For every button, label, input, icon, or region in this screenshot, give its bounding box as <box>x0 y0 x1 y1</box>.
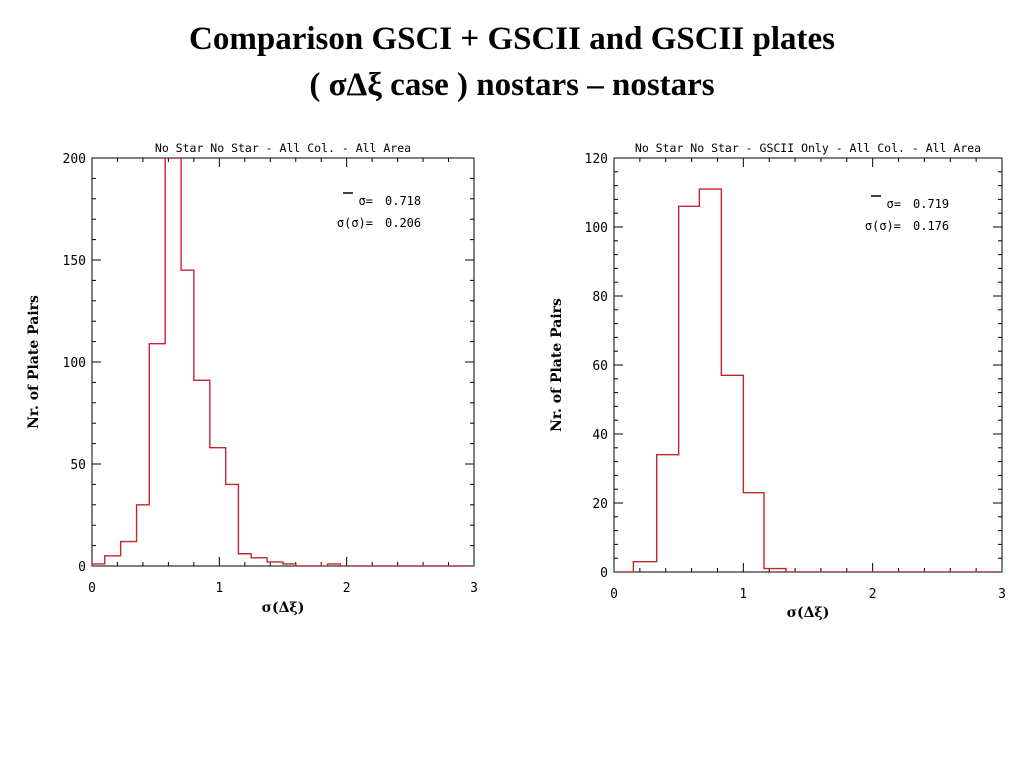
y-tick-label: 100 <box>63 356 86 371</box>
slide-title: Comparison GSCI + GSCII and GSCII plates… <box>0 16 1024 108</box>
x-tick-label: 1 <box>739 587 747 602</box>
x-tick-label: 0 <box>610 587 618 602</box>
histogram-bar <box>181 270 194 566</box>
chart-2: No Star No Star - GSCII Only - All Col. … <box>549 141 1006 621</box>
histogram-outline <box>614 188 1002 572</box>
y-tick-label: 60 <box>592 359 608 374</box>
stat-label: σ(σ)= <box>337 216 373 230</box>
y-tick-label: 50 <box>70 458 86 473</box>
histogram-bar <box>699 189 721 572</box>
y-tick-label: 200 <box>63 152 86 167</box>
stat-label: σ= <box>359 194 373 208</box>
plot-title: No Star No Star - GSCII Only - All Col. … <box>635 141 981 155</box>
x-tick-label: 0 <box>88 581 96 596</box>
histogram-bar <box>137 505 150 566</box>
x-tick-label: 3 <box>998 587 1006 602</box>
histogram-bar <box>721 375 743 572</box>
x-axis-label: σ(Δξ) <box>262 600 305 616</box>
y-tick-label: 0 <box>600 566 608 581</box>
y-tick-label: 80 <box>592 290 608 305</box>
histogram-bars <box>92 158 474 566</box>
histogram-bar <box>165 158 181 566</box>
chart-1: No Star No Star - All Col. - All Area 0 1 2… <box>26 141 478 616</box>
histogram-bar <box>194 380 210 566</box>
stat-label: σ= <box>887 197 901 211</box>
y-tick-label: 0 <box>78 560 86 575</box>
y-tick-label: 40 <box>592 428 608 443</box>
y-axis-label: Nr. of Plate Pairs <box>26 295 42 429</box>
histogram-bar <box>149 344 165 566</box>
x-tick-label: 3 <box>470 581 478 596</box>
stat-value: 0.206 <box>385 216 421 230</box>
slide-title-line-1: Comparison GSCI + GSCII and GSCII plates <box>189 21 835 57</box>
x-tick-label: 2 <box>343 581 351 596</box>
histogram-bars <box>614 188 1002 572</box>
y-tick-label: 120 <box>585 152 608 167</box>
plot-title: No Star No Star - All Col. - All Area <box>155 141 411 155</box>
histogram-bar <box>633 562 656 572</box>
stat-label: σ(σ)= <box>865 219 901 233</box>
histogram-bar <box>679 206 700 572</box>
histogram-bar <box>226 484 239 566</box>
histogram-bar <box>121 542 137 566</box>
histogram-bar <box>105 556 121 566</box>
histogram-bar <box>657 455 679 572</box>
x-axis-label: σ(Δξ) <box>787 605 830 621</box>
histogram-bar <box>743 493 764 572</box>
histogram-bar <box>251 558 267 566</box>
y-tick-label: 100 <box>585 221 608 236</box>
y-tick-label: 150 <box>63 254 86 269</box>
y-axis-label: Nr. of Plate Pairs <box>549 298 565 432</box>
stat-value: 0.719 <box>913 197 949 211</box>
x-tick-label: 2 <box>869 587 877 602</box>
slide-title-line-2: ( σΔξ case ) nostars – nostars <box>309 67 715 103</box>
x-tick-label: 1 <box>215 581 223 596</box>
histogram-bar <box>210 448 226 566</box>
stat-value: 0.718 <box>385 194 421 208</box>
histogram-outline <box>92 158 474 566</box>
stat-value: 0.176 <box>913 219 949 233</box>
y-tick-label: 20 <box>592 497 608 512</box>
